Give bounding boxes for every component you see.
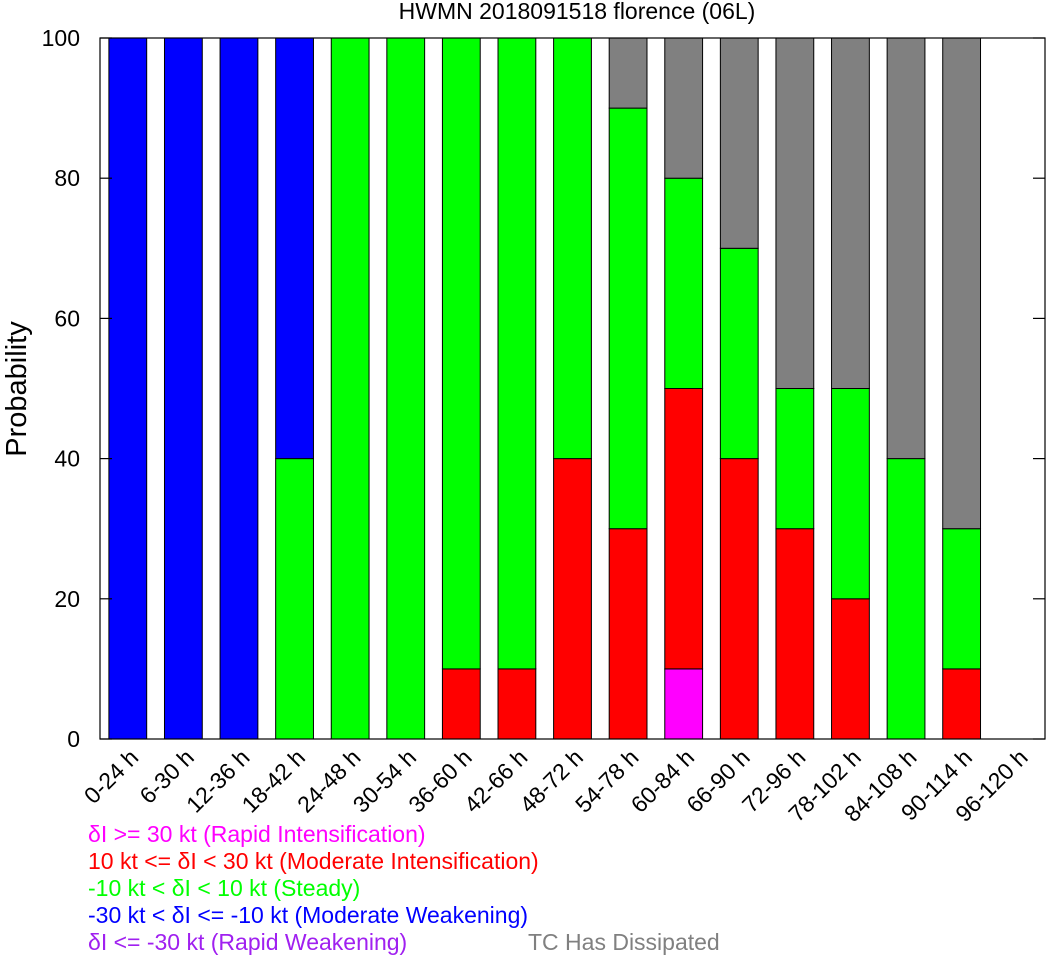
legend-steady: -10 kt < δI < 10 kt (Steady): [88, 877, 360, 900]
bar-segment: [108, 37, 148, 740]
bar-segment: [775, 388, 815, 530]
bar-segment: [608, 528, 648, 740]
bar-segment: [886, 37, 926, 460]
bar-segment: [886, 458, 926, 740]
bar-segment: [942, 528, 982, 670]
bar-segment: [831, 598, 870, 740]
y-tick-label: 80: [54, 165, 80, 191]
legend-steady-text: I < 10 kt (Steady): [184, 875, 361, 901]
bar-segment: [553, 458, 592, 740]
legend-rw-delta: δ: [88, 929, 101, 955]
y-tick-label: 0: [67, 726, 80, 752]
bar-segment: [608, 107, 648, 530]
bar-segment: [441, 668, 481, 740]
y-tick-label: 60: [54, 305, 80, 331]
bar-segment: [219, 37, 259, 740]
legend-dissipated-text: TC Has Dissipated: [528, 929, 720, 955]
x-tick-label: 0-24 h: [79, 744, 144, 809]
legend-moderate-intensification: 10 kt <= δI < 30 kt (Moderate Intensific…: [88, 850, 539, 873]
bar-segment: [664, 37, 704, 179]
legend-mi-text: I < 30 kt (Moderate Intensification): [190, 848, 539, 874]
legend-mi-delta: δ: [177, 848, 191, 874]
legend-mi-pre: 10 kt <=: [88, 848, 178, 874]
y-tick-label: 40: [54, 446, 80, 472]
bar-segment: [775, 528, 815, 740]
legend-mw-text: I <= -10 kt (Moderate Weakening): [184, 902, 529, 928]
legend-ri-text: I >= 30 kt (Rapid Intensification): [100, 821, 426, 847]
legend-rapid-intensification: δI >= 30 kt (Rapid Intensification): [88, 823, 426, 846]
legend-mw-delta: δ: [171, 902, 185, 928]
legend-mw-pre: -30 kt <: [88, 902, 172, 928]
bar-segment: [275, 37, 314, 460]
bar-segment: [664, 177, 704, 389]
bar-segment: [275, 458, 314, 740]
bar-segment: [441, 37, 481, 670]
bar-segment: [386, 37, 426, 740]
bar-segment: [831, 388, 870, 600]
legend-dissipated: TC Has Dissipated: [528, 931, 720, 954]
bar-segment: [553, 37, 592, 460]
legend-moderate-weakening: -30 kt < δI <= -10 kt (Moderate Weakenin…: [88, 904, 528, 927]
bar-segment: [831, 37, 870, 389]
bar-segment: [942, 668, 982, 740]
bar-segment: [775, 37, 815, 389]
bar-segment: [664, 668, 704, 740]
bar-segment: [942, 37, 982, 530]
y-axis-label: Probability: [1, 321, 33, 457]
bar-segment: [719, 247, 759, 460]
plot-frame: [99, 37, 1046, 740]
bar-segment: [497, 668, 537, 740]
legend-ri-delta: δ: [88, 821, 101, 847]
chart-title: HWMN 2018091518 florence (06L): [399, 0, 756, 24]
bars-group: [108, 37, 1037, 740]
bar-segment: [719, 458, 759, 740]
legend-rapid-weakening: δI <= -30 kt (Rapid Weakening): [88, 931, 407, 954]
legend-rw-text: I <= -30 kt (Rapid Weakening): [100, 929, 408, 955]
legend-steady-pre: -10 kt <: [88, 875, 172, 901]
bar-segment: [664, 388, 704, 670]
bar-segment: [163, 37, 203, 740]
bar-segment: [330, 37, 370, 740]
legend-steady-delta: δ: [171, 875, 185, 901]
y-tick-label: 20: [54, 586, 80, 612]
bar-segment: [497, 37, 537, 670]
bar-segment: [608, 37, 648, 109]
bar-segment: [719, 37, 759, 249]
y-tick-label: 100: [42, 25, 80, 51]
